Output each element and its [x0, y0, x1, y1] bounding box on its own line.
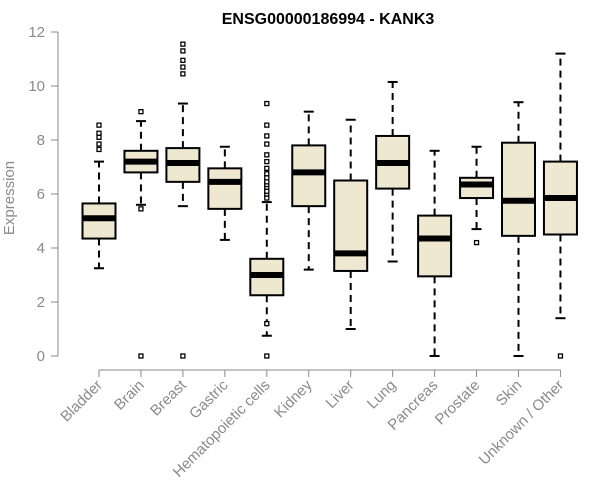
box-gastric: [207, 145, 243, 241]
outlier-point: [138, 353, 144, 359]
box-skin: [501, 101, 536, 357]
x-tick-label: Liver: [323, 377, 358, 412]
x-tick-label: Kidney: [271, 376, 316, 421]
box-brain: [123, 109, 159, 359]
boxes-group: [81, 41, 578, 359]
y-tick-label: 4: [37, 240, 45, 257]
box-bladder: [81, 122, 117, 270]
iqr-box: [417, 214, 453, 278]
x-tick-label: Skin: [493, 377, 526, 410]
y-axis-label: Expression: [1, 161, 18, 235]
y-axis: 0 2 4 6 8 10 12: [28, 24, 59, 365]
outlier-point: [264, 320, 270, 327]
y-tick-label: 8: [37, 132, 45, 149]
outlier-point: [96, 130, 102, 136]
chart-title: ENSG00000186994 - KANK3: [222, 11, 435, 28]
outlier-point: [180, 57, 186, 63]
y-tick-label: 0: [37, 348, 45, 365]
box-breast: [165, 41, 201, 359]
outlier-point: [264, 133, 270, 139]
outlier-point: [138, 206, 144, 212]
x-tick-label: Breast: [147, 376, 190, 419]
outlier-point: [264, 122, 270, 128]
outlier-point: [557, 353, 564, 359]
outlier-point: [96, 146, 102, 153]
outlier-point: [138, 109, 144, 115]
outlier-point: [264, 165, 270, 172]
outlier-point: [180, 41, 186, 47]
x-tick-label: Lung: [364, 377, 400, 413]
outlier-point: [264, 353, 270, 359]
outlier-point: [96, 134, 102, 140]
box-pancreas: [417, 149, 453, 357]
y-tick-label: 12: [28, 24, 45, 41]
iqr-box: [459, 176, 495, 200]
outlier-point: [180, 353, 186, 359]
iqr-box: [333, 179, 369, 272]
outlier-point: [180, 71, 186, 77]
y-tick-label: 6: [37, 186, 45, 203]
y-tick-label: 2: [37, 294, 45, 311]
box-prostate: [459, 145, 495, 246]
x-tick-label: Prostate: [432, 377, 484, 429]
outlier-point: [96, 122, 102, 128]
outlier-point: [180, 48, 186, 54]
outlier-point: [264, 188, 270, 194]
iqr-box: [501, 141, 536, 237]
outlier-point: [180, 64, 186, 70]
outlier-point: [264, 158, 270, 165]
iqr-box: [207, 167, 243, 210]
outlier-point: [264, 171, 270, 177]
outlier-point: [96, 141, 102, 147]
outlier-point: [473, 239, 480, 246]
box-unknown-other: [542, 52, 578, 359]
outlier-point: [264, 175, 270, 181]
box-liver: [333, 118, 369, 330]
x-tick-label: Brain: [111, 377, 148, 414]
iqr-box: [291, 144, 327, 208]
outlier-point: [264, 152, 270, 158]
outlier-point: [264, 195, 270, 201]
x-tick-label: Bladder: [57, 377, 106, 426]
box-hematopoietic-cells: [249, 100, 285, 359]
y-tick-label: 10: [28, 78, 45, 95]
box-lung: [375, 80, 411, 263]
outlier-point: [264, 141, 270, 147]
outlier-point: [264, 100, 270, 107]
box-kidney: [291, 110, 327, 271]
outlier-point: [264, 179, 270, 185]
